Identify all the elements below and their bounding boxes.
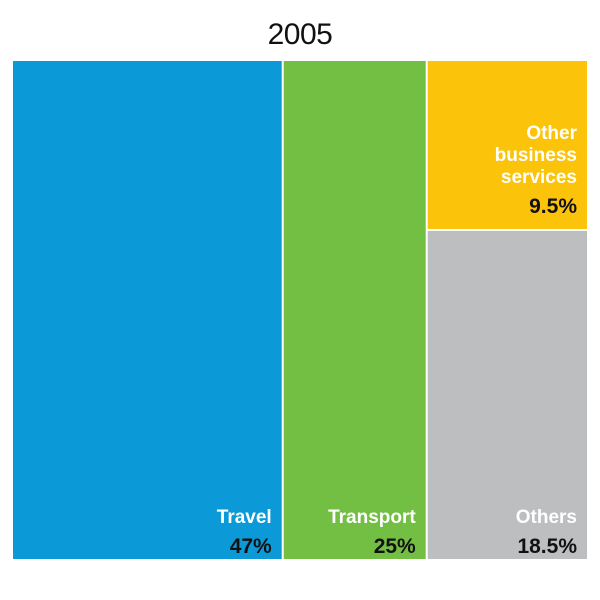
tile-rect-other-business-services (427, 61, 587, 229)
tile-value-travel: 47% (230, 535, 272, 558)
tile-rect-others (427, 230, 587, 559)
tile-name-other-business-services-line-2: business (495, 145, 577, 166)
tile-value-other-business-services: 9.5% (529, 195, 577, 218)
tile-others: Others 18.5% (427, 230, 587, 559)
tile-rect-transport (283, 61, 426, 559)
tile-rect-travel (13, 61, 282, 559)
tile-value-transport: 25% (374, 535, 416, 558)
tile-value-others: 18.5% (517, 535, 577, 558)
tile-name-others: Others (516, 507, 577, 528)
tile-name-transport: Transport (328, 507, 416, 528)
tile-name-other-business-services-line-3: services (501, 167, 577, 188)
tile-name-other-business-services-line-1: Other (526, 123, 577, 144)
tile-name-travel: Travel (217, 507, 272, 528)
chart-title: 2005 (267, 18, 333, 51)
tile-travel: Travel 47% (13, 61, 282, 559)
tile-transport: Transport 25% (283, 61, 426, 559)
